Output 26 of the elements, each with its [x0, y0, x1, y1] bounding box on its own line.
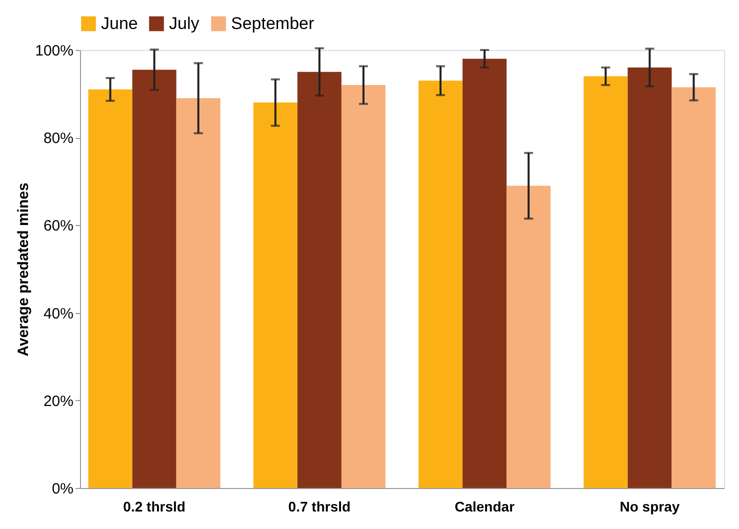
legend-label: June: [101, 14, 138, 33]
y-tick-label: 60%: [43, 218, 74, 235]
bar: [462, 58, 507, 488]
x-tick-label: No spray: [620, 498, 680, 514]
x-tick-label: 0.2 thrsld: [123, 498, 186, 514]
bar: [584, 76, 628, 488]
x-tick-label: 0.7 thrsld: [288, 498, 351, 514]
legend-label: July: [169, 14, 200, 33]
bar: [418, 80, 463, 488]
y-tick-label: 20%: [43, 392, 74, 410]
bar: [253, 102, 298, 488]
y-tick-label: 40%: [43, 305, 74, 322]
y-tick-label: 0%: [52, 480, 74, 498]
bar: [628, 68, 672, 488]
bar: [341, 85, 386, 488]
legend-label: September: [231, 14, 314, 33]
y-tick-label: 100%: [35, 42, 74, 60]
bar: [88, 89, 132, 488]
y-axis-title: Average predated mines: [15, 182, 32, 356]
bar: [672, 87, 716, 488]
x-tick-label: Calendar: [454, 498, 516, 514]
bar: [297, 72, 342, 488]
bar: [132, 70, 176, 488]
bar: [506, 186, 551, 488]
bar: [176, 98, 220, 488]
y-tick-label: 80%: [43, 130, 74, 148]
